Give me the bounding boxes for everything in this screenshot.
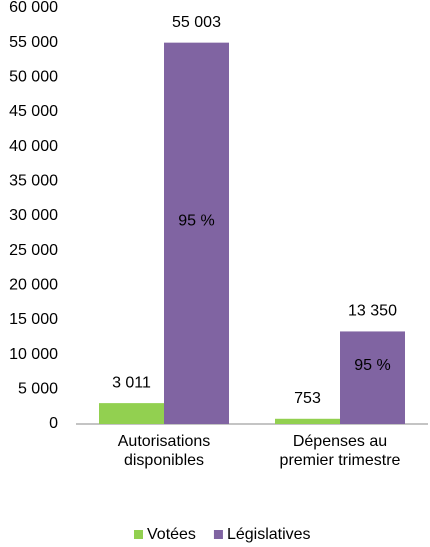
- y-tick-label: 20 000: [9, 277, 58, 294]
- y-tick-label: 50 000: [9, 69, 58, 86]
- value-label: 55 003: [172, 14, 221, 31]
- y-tick-label: 30 000: [9, 207, 58, 224]
- y-tick-label: 25 000: [9, 242, 58, 259]
- y-tick-label: 15 000: [9, 311, 58, 328]
- legend-swatch: [134, 530, 143, 539]
- y-tick-label: 5 000: [18, 381, 58, 398]
- legend-label: Législatives: [227, 526, 311, 543]
- y-tick-label: 60 000: [9, 0, 58, 16]
- bar: [275, 418, 340, 424]
- y-tick-label: 45 000: [9, 103, 58, 120]
- x-tick-label: Autorisations disponibles: [117, 433, 211, 469]
- y-tick-label: 40 000: [9, 138, 58, 155]
- value-label: 13 350: [348, 303, 397, 320]
- y-tick-label: 35 000: [9, 173, 58, 190]
- value-label: 753: [294, 390, 321, 407]
- legend-label: Votées: [147, 526, 196, 543]
- bar: [340, 331, 405, 424]
- bar: [99, 403, 164, 424]
- share-label: 95 %: [178, 213, 214, 230]
- y-tick-label: 10 000: [9, 346, 58, 363]
- y-tick-label: 0: [49, 415, 58, 432]
- value-label: 3 011: [112, 374, 151, 391]
- share-label: 95 %: [354, 357, 390, 374]
- y-tick-label: 55 000: [9, 34, 58, 51]
- legend-swatch: [213, 530, 223, 539]
- x-tick-label: Dépenses au premier trimestre: [279, 433, 401, 469]
- bar: [164, 42, 229, 424]
